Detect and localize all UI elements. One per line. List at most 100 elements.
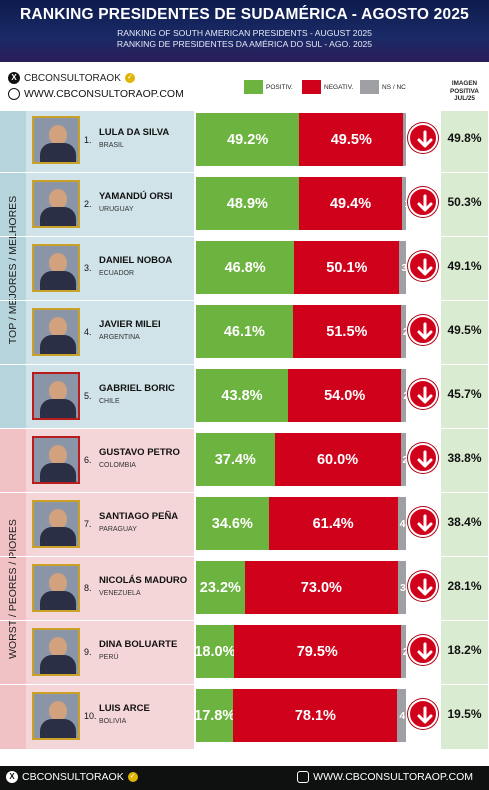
imagen-positiva-value: 38.8% [447, 451, 482, 465]
photo-head [49, 637, 67, 657]
arrow-down-glyph [417, 578, 433, 596]
president-name: NICOLÁS MADURO [99, 575, 188, 586]
photo-body [40, 719, 76, 738]
imagen-positiva-value: 28.1% [447, 579, 482, 593]
photo-body [40, 271, 76, 290]
photo-body [40, 463, 76, 482]
president-name: SANTIAGO PEÑA [99, 511, 179, 522]
social-handle[interactable]: X CBCONSULTORAOK ✓ [8, 72, 135, 84]
row-separator [0, 684, 489, 685]
bar-ns-label: 4.1 [399, 709, 406, 722]
footer-social-handle[interactable]: X CBCONSULTORAOK ✓ [6, 771, 138, 783]
rank-number: 6. [84, 455, 92, 465]
row-separator [0, 556, 489, 557]
bar-negative-label: 61.4% [312, 515, 354, 532]
photo-head [49, 125, 67, 145]
bar-negative-label: 50.1% [326, 259, 368, 276]
bar-negative-label: 73.0% [300, 579, 342, 596]
bar-ns: 1.7 [402, 177, 406, 230]
photo-body [40, 143, 76, 162]
imagen-positiva-value: 49.1% [447, 259, 482, 273]
bar-positive: 18.0% [196, 625, 234, 678]
stacked-bar: 37.4% 60.0% 2.6 [196, 433, 406, 486]
president-name: DANIEL NOBOA [99, 255, 173, 266]
bar-ns: 2.2 [401, 369, 406, 422]
legend-negative-swatch [302, 80, 321, 94]
group-worst-strip [0, 429, 26, 749]
bar-ns: 4.1 [397, 689, 406, 742]
photo-head [49, 509, 67, 529]
bar-negative: 49.5% [299, 113, 404, 166]
president-country: ARGENTINA [99, 334, 140, 341]
footer-website-text: WWW.CBCONSULTORAOP.COM [313, 771, 473, 783]
bar-negative: 78.1% [233, 689, 398, 742]
bar-ns-label: 3.1 [401, 261, 406, 274]
imagen-positiva-value: 38.4% [447, 515, 482, 529]
stacked-bar: 23.2% 73.0% 3.8 [196, 561, 406, 614]
bar-ns: 2.6 [400, 433, 406, 486]
photo-body [40, 335, 76, 354]
arrow-down-icon [408, 315, 438, 345]
website-link[interactable]: WWW.CBCONSULTORAOP.COM [8, 88, 184, 100]
president-country: ECUADOR [99, 270, 135, 277]
row-separator [0, 492, 489, 493]
photo-head [49, 381, 67, 401]
x-logo-icon: X [6, 771, 18, 783]
bar-positive-label: 34.6% [211, 515, 253, 532]
bar-positive-label: 37.4% [214, 451, 256, 468]
arrow-down-glyph [417, 386, 433, 404]
stacked-bar: 46.8% 50.1% 3.1 [196, 241, 406, 294]
bar-ns-label: 2.4 [402, 325, 406, 338]
verified-badge-icon: ✓ [127, 772, 138, 782]
president-photo [32, 180, 80, 228]
table-row: 8. NICOLÁS MADURO VENEZUELA 23.2% 73.0% 3.8 28… [0, 559, 489, 615]
rank-number: 4. [84, 327, 92, 337]
table-row: 5. GABRIEL BORIC CHILE 43.8% 54.0% 2.2 45.7% [0, 367, 489, 423]
footer-website-link[interactable]: WWW.CBCONSULTORAOP.COM [297, 771, 473, 783]
bar-positive-label: 49.2% [227, 131, 269, 148]
imagen-column-background [441, 111, 488, 749]
bar-positive-label: 17.8% [196, 707, 234, 724]
photo-body [40, 207, 76, 226]
president-name: GABRIEL BORIC [99, 383, 175, 394]
globe-icon [8, 88, 20, 100]
president-photo [32, 372, 80, 420]
photo-head [49, 573, 67, 593]
legend-negative: NEGATIV. [302, 80, 353, 94]
imagen-positiva-value: 49.8% [447, 131, 482, 145]
row-separator [0, 236, 489, 237]
legend-positive-swatch [244, 80, 263, 94]
president-country: VENEZUELA [99, 590, 141, 597]
imagen-header-line: JUL/25 [454, 95, 475, 102]
president-country: CHILE [99, 398, 120, 405]
arrow-down-icon [408, 251, 438, 281]
row-separator [0, 620, 489, 621]
arrow-down-icon [408, 571, 438, 601]
bar-negative: 61.4% [268, 497, 398, 550]
president-photo [32, 692, 80, 740]
stacked-bar: 49.2% 49.5% 1.3 [196, 113, 406, 166]
row-separator [0, 172, 489, 173]
arrow-down-glyph [417, 642, 433, 660]
bar-negative: 54.0% [287, 369, 402, 422]
legend-positive-label: POSITIV. [266, 83, 293, 91]
photo-head [49, 189, 67, 209]
group-top-strip [0, 111, 26, 429]
table-row: 2. YAMANDÚ ORSI URUGUAY 48.9% 49.4% 1.7 50.3% [0, 175, 489, 231]
bar-negative-label: 78.1% [294, 707, 336, 724]
bar-negative: 60.0% [274, 433, 401, 486]
photo-body [40, 655, 76, 674]
bar-negative: 50.1% [294, 241, 400, 294]
president-name: GUSTAVO PETRO [99, 447, 180, 458]
arrow-down-icon [408, 507, 438, 537]
bar-ns-label: 2.6 [402, 453, 406, 466]
president-country: BOLIVIA [99, 718, 127, 725]
stacked-bar: 18.0% 79.5% 2.5 [196, 625, 406, 678]
bar-ns: 2.5 [400, 625, 406, 678]
rank-number: 8. [84, 583, 92, 593]
president-photo [32, 116, 80, 164]
arrow-down-icon [408, 635, 438, 665]
rank-number: 10. [84, 711, 97, 721]
bar-positive: 34.6% [196, 497, 269, 550]
photo-head [49, 317, 67, 337]
